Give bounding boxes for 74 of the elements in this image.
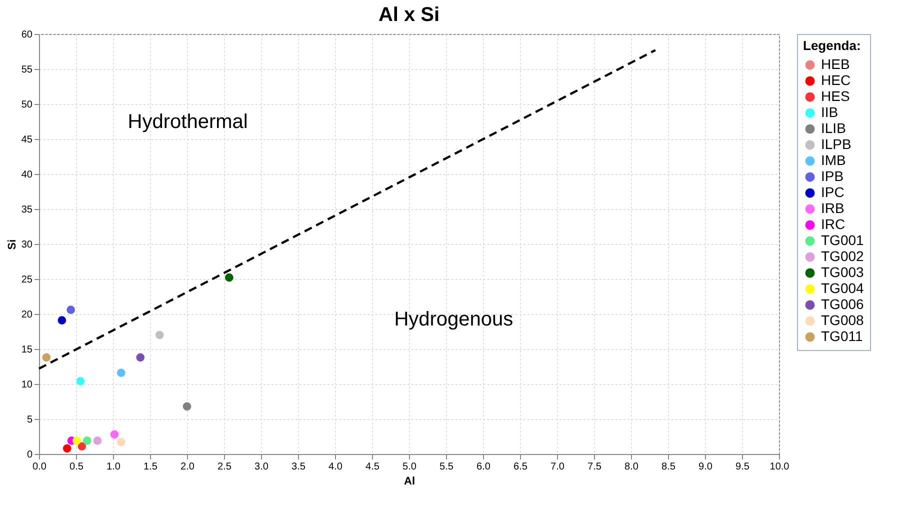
legend-label: TG002 — [821, 248, 864, 264]
point — [66, 306, 76, 314]
point — [116, 368, 126, 377]
x-tick-label: 4.0 — [328, 462, 343, 472]
y-tick-label: 35 — [21, 204, 33, 216]
x-tick-label: 2.5 — [218, 462, 232, 472]
x-tick-label: 8.0 — [624, 462, 639, 472]
legend-label: IMB — [821, 152, 846, 168]
x-tick-label: 1.5 — [144, 462, 158, 472]
legend-label: IPB — [821, 168, 844, 184]
x-tick-label: 1.0 — [106, 462, 121, 472]
point — [82, 436, 92, 445]
x-tick-label: 10.0 — [770, 462, 790, 472]
legend-label: TG001 — [821, 232, 864, 248]
legend-label: TG003 — [821, 264, 864, 280]
point — [58, 316, 66, 324]
y-tick-label: 45 — [21, 134, 33, 146]
legend-label: ILIB — [821, 120, 846, 136]
x-tick-label: 0.0 — [32, 462, 47, 472]
legend-label: TG008 — [821, 312, 864, 328]
point — [72, 436, 81, 445]
x-tick-label: 4.5 — [366, 462, 380, 472]
legend-label: IPC — [821, 184, 844, 200]
point — [182, 402, 192, 411]
y-axis-title: Si — [6, 239, 18, 250]
chart-title: Al x Si — [378, 4, 440, 26]
point — [110, 430, 119, 439]
y-tick-label: 10 — [21, 380, 33, 390]
y-tick-label: 60 — [21, 30, 33, 40]
legend-label: IRB — [821, 200, 844, 216]
y-tick-label: 5 — [26, 414, 33, 426]
point — [62, 444, 72, 453]
x-tick-label: 2.0 — [180, 462, 195, 472]
legend-label: TG006 — [821, 296, 864, 312]
x-tick-label: 6.5 — [514, 462, 528, 472]
point — [155, 330, 164, 340]
legend-label: ILPB — [821, 136, 852, 152]
legend-label: IIB — [821, 104, 838, 120]
point — [224, 273, 234, 282]
legend-label: HES — [821, 88, 850, 104]
point — [116, 438, 126, 446]
point — [136, 353, 145, 362]
y-tick-label: 15 — [21, 344, 33, 356]
x-axis-title: Al — [404, 476, 415, 488]
annotation: Hydrogenous — [394, 308, 514, 331]
annotation: Hydrothermal — [128, 111, 248, 134]
legend-label: HEC — [821, 72, 851, 88]
x-tick-label: 6.0 — [476, 462, 491, 472]
x-tick-label: 7.0 — [550, 462, 565, 472]
x-tick-label: 9.0 — [698, 462, 713, 472]
point — [78, 442, 86, 450]
legend-label: IRC — [821, 216, 846, 232]
legend-label: TG004 — [821, 280, 864, 296]
y-tick-label: 50 — [21, 100, 33, 110]
x-tick-label: 3.5 — [292, 462, 306, 472]
point — [42, 353, 51, 362]
x-tick-label: 7.5 — [588, 462, 602, 472]
legend-label: TG011 — [821, 328, 863, 344]
y-tick-label: 0 — [26, 450, 33, 460]
x-tick-label: 9.5 — [736, 462, 750, 472]
x-tick-label: 0.5 — [70, 462, 84, 472]
y-tick-label: 25 — [21, 274, 33, 286]
x-tick-label: 5.5 — [440, 462, 454, 472]
x-tick-label: 3.0 — [254, 462, 269, 472]
y-tick-label: 40 — [21, 170, 33, 180]
y-tick-label: 30 — [21, 240, 33, 250]
legend-label: HEB — [821, 56, 850, 72]
y-tick-label: 55 — [21, 64, 33, 76]
legend-title: Legenda: — [803, 38, 861, 53]
x-tick-label: 5.0 — [402, 462, 417, 472]
point — [93, 436, 102, 445]
y-tick-label: 20 — [21, 310, 33, 320]
point — [76, 377, 85, 386]
x-tick-label: 8.5 — [662, 462, 676, 472]
